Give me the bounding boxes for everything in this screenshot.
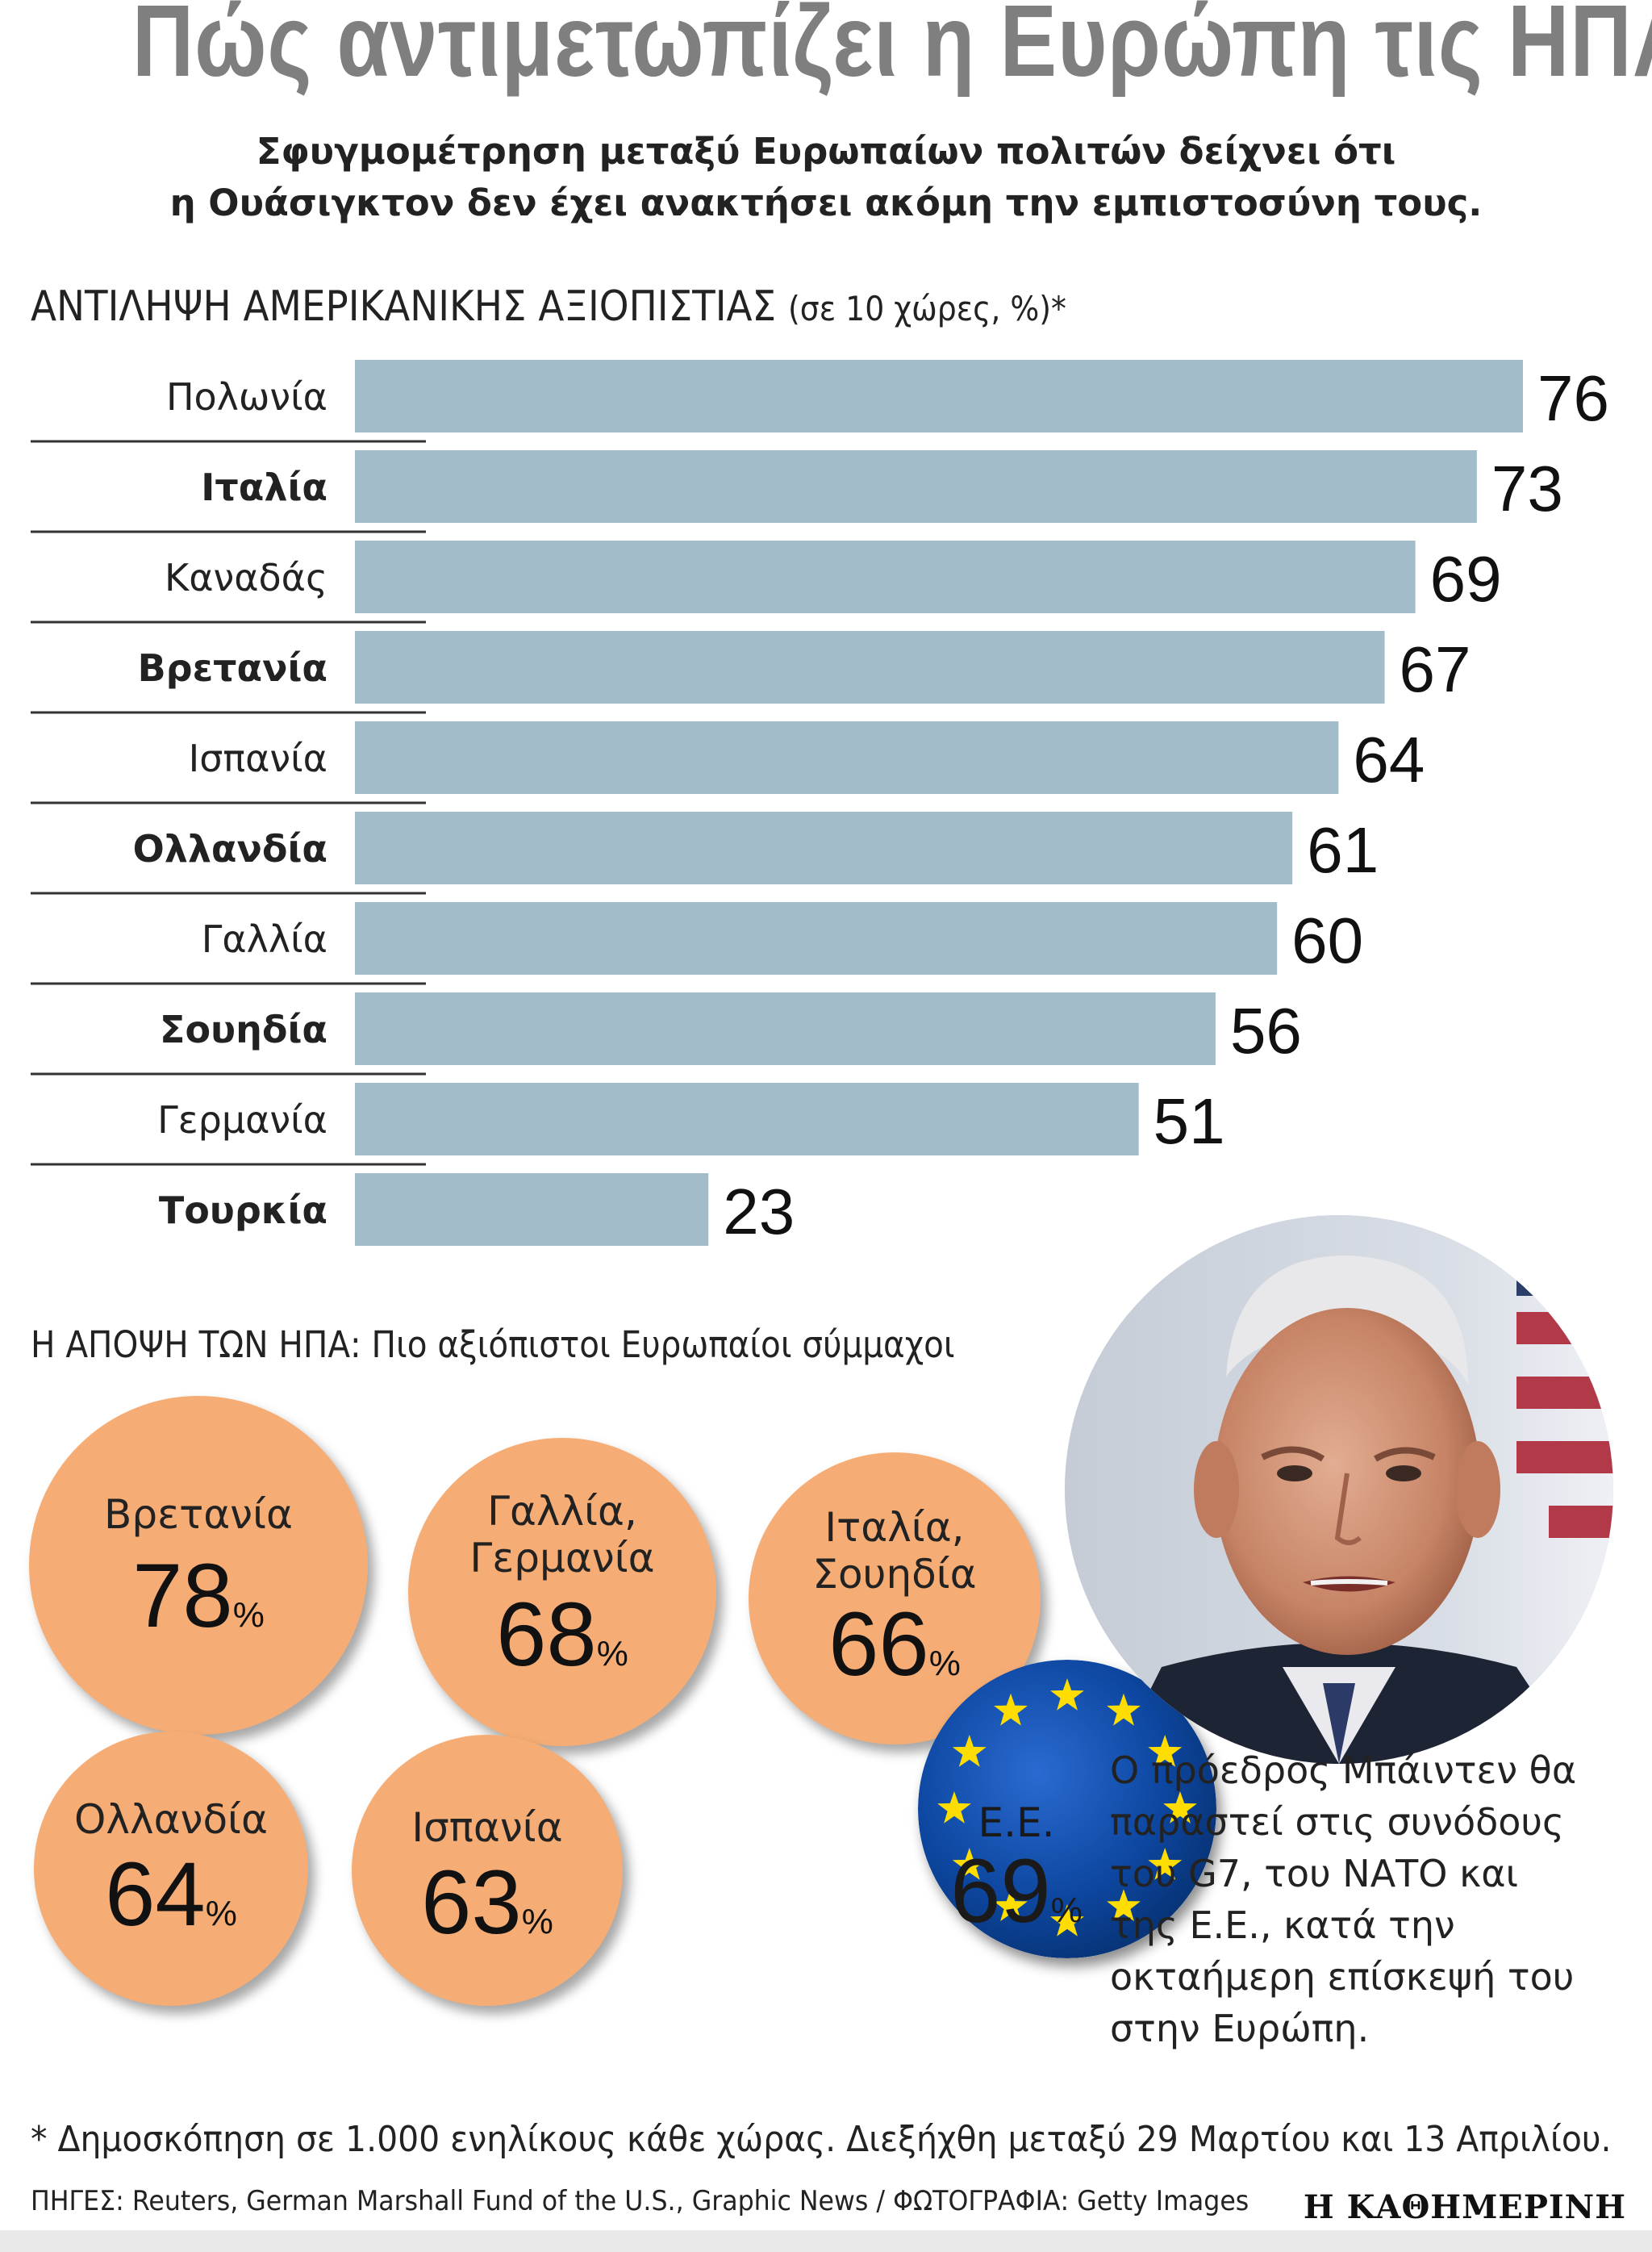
bar-8 <box>355 1083 1139 1155</box>
bubble-label: Βρετανία <box>104 1491 293 1538</box>
eu-value: Ε.Ε. 69% <box>944 1799 1089 1956</box>
bar-1 <box>355 450 1477 523</box>
star-icon <box>1050 1904 1084 1937</box>
eu-flag-icon <box>918 1660 1216 1958</box>
bottom-band <box>0 2230 1652 2252</box>
page-title: Πώς αντιμετωπίζει η Ευρώπη τις ΗΠΑ <box>131 0 1652 98</box>
category-label: Τουρκία <box>159 1189 327 1232</box>
bar-chart: Πολωνία 76 Ιταλία 73 Καναδάς 69 Βρετανία 67 Ισπα… <box>31 360 1609 1247</box>
star-icon <box>1107 1889 1141 1921</box>
bubble-value: 63% <box>421 1852 553 1953</box>
bar-2 <box>355 541 1416 613</box>
sources: ΠΗΓΕΣ: Reuters, German Marshall Fund of … <box>31 2185 1249 2217</box>
value-label: 61 <box>1307 814 1379 886</box>
bubble-label: Ολλανδία <box>74 1796 268 1843</box>
eu-percent: 69% <box>950 1840 1083 1941</box>
bubble-value: 78% <box>132 1545 265 1646</box>
bubble-britain: Βρετανία 78% <box>29 1396 368 1735</box>
star-icon <box>937 1791 971 1824</box>
category-label: Ισπανία <box>189 737 327 780</box>
value-label: 60 <box>1291 905 1363 976</box>
value-label: 23 <box>723 1176 795 1247</box>
value-label: 67 <box>1400 633 1471 705</box>
category-label: Καναδάς <box>165 556 327 600</box>
category-label: Ιταλία <box>201 466 327 509</box>
bar-3 <box>355 631 1385 704</box>
star-icon <box>1107 1693 1141 1726</box>
value-label: 64 <box>1353 724 1425 796</box>
footnote: * Δημοσκόπηση σε 1.000 ενηλίκους κάθε χώ… <box>31 2119 1612 2160</box>
bar-7 <box>355 992 1216 1065</box>
chart-heading: ΑΝΤΙΛΗΨΗ ΑΜΕΡΙΚΑΝΙΚΗΣ ΑΞΙΟΠΙΣΤΙΑΣ (σε 10… <box>31 282 1066 331</box>
star-icon <box>952 1735 987 1767</box>
category-label: Γερμανία <box>157 1098 327 1142</box>
biden-photo <box>1065 1215 1613 1764</box>
bubble-value: 66% <box>828 1594 961 1694</box>
bar-6 <box>355 902 1278 975</box>
subtitle-line-2: η Ουάσιγκτον δεν έχει ανακτήσει ακόμη τη… <box>169 182 1483 224</box>
value-label: 51 <box>1153 1085 1225 1157</box>
bubble-value: 64% <box>105 1844 237 1945</box>
bar-4 <box>355 721 1339 794</box>
bubble-label-2: Γερμανία <box>469 1535 655 1581</box>
value-label: 69 <box>1430 543 1502 615</box>
category-label: Βρετανία <box>138 646 327 690</box>
bubble-label: Γαλλία, <box>487 1488 637 1535</box>
bubble-spain: Ισπανία 63% <box>352 1735 623 2006</box>
bubble-label: Ισπανία <box>411 1804 563 1851</box>
category-label: Σουηδία <box>160 1008 327 1051</box>
bar-0 <box>355 360 1523 432</box>
category-label: Πολωνία <box>166 375 327 419</box>
star-icon <box>994 1889 1028 1921</box>
category-label: Ολλανδία <box>133 827 327 871</box>
allies-heading: Η ΑΠΟΨΗ ΤΩΝ ΗΠΑ: Πιο αξιόπιστοι Ευρωπαίο… <box>31 1323 955 1366</box>
value-label: 56 <box>1230 995 1302 1067</box>
bar-9 <box>355 1173 709 1246</box>
photo-caption: Ο πρόεδρος Μπάιντεν θα παραστεί στις συν… <box>1110 1749 1577 2050</box>
bubble-value: 68% <box>496 1584 628 1685</box>
star-icon <box>1050 1678 1084 1711</box>
chart-heading-note: (σε 10 χώρες, %)* <box>787 289 1066 328</box>
star-icon <box>1148 1735 1183 1767</box>
value-label: 73 <box>1491 453 1563 524</box>
eu-flag-circle <box>918 1660 1216 1958</box>
bubble-france-germany: Γαλλία, Γερμανία 68% <box>408 1438 716 1746</box>
bubble-label: Ιταλία, <box>824 1504 965 1551</box>
category-label: Γαλλία <box>202 917 327 961</box>
star-icon <box>952 1848 987 1880</box>
bubble-netherlands: Ολλανδία 64% <box>34 1732 308 2006</box>
star-icon <box>1163 1791 1197 1824</box>
subtitle-line-1: Σφυγμομέτρηση μεταξύ Ευρωπαίων πολιτών δ… <box>256 130 1396 173</box>
value-label: 76 <box>1537 362 1609 434</box>
eu-label: Ε.Ε. <box>978 1799 1055 1846</box>
star-icon <box>1148 1848 1183 1880</box>
chart-heading-main: ΑΝΤΙΛΗΨΗ ΑΜΕΡΙΚΑΝΙΚΗΣ ΑΞΙΟΠΙΣΤΙΑΣ <box>31 282 777 331</box>
bar-5 <box>355 812 1293 884</box>
subtitle: Σφυγμομέτρηση μεταξύ Ευρωπαίων πολιτών δ… <box>0 126 1652 229</box>
brand-logo: Η ΚΑΘΗΜΕΡΙΝΗ <box>1303 2188 1626 2226</box>
star-icon <box>994 1693 1028 1726</box>
bubble-label-2: Σουηδία <box>812 1551 977 1598</box>
